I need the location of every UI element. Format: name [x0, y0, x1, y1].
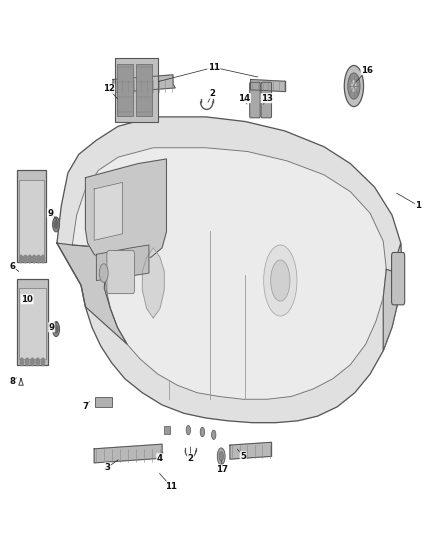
Polygon shape: [94, 182, 123, 240]
Polygon shape: [94, 444, 162, 463]
Polygon shape: [57, 117, 402, 423]
Polygon shape: [113, 75, 175, 93]
Text: 12: 12: [102, 84, 115, 93]
Polygon shape: [85, 159, 166, 262]
Circle shape: [28, 255, 32, 263]
FancyBboxPatch shape: [19, 288, 46, 359]
Circle shape: [37, 255, 40, 263]
Circle shape: [271, 260, 290, 301]
FancyBboxPatch shape: [17, 170, 46, 262]
Circle shape: [25, 358, 29, 366]
Circle shape: [99, 264, 108, 282]
Circle shape: [212, 430, 216, 440]
FancyBboxPatch shape: [392, 253, 405, 305]
FancyBboxPatch shape: [164, 426, 170, 434]
Text: 1: 1: [415, 201, 421, 210]
Polygon shape: [230, 442, 272, 459]
Text: 11: 11: [165, 482, 177, 491]
Circle shape: [348, 73, 360, 99]
Circle shape: [36, 358, 39, 366]
Polygon shape: [251, 79, 286, 92]
FancyBboxPatch shape: [19, 180, 44, 256]
Circle shape: [19, 255, 23, 263]
Circle shape: [54, 221, 58, 228]
Text: 8: 8: [9, 377, 15, 386]
Circle shape: [351, 79, 357, 93]
Circle shape: [41, 255, 45, 263]
Text: 6: 6: [9, 262, 15, 271]
Text: 9: 9: [47, 209, 53, 217]
Circle shape: [53, 217, 60, 232]
Circle shape: [54, 326, 58, 333]
Polygon shape: [72, 148, 386, 399]
Circle shape: [217, 448, 225, 465]
Text: 2: 2: [187, 454, 194, 463]
Polygon shape: [383, 243, 402, 351]
FancyBboxPatch shape: [107, 251, 134, 294]
Circle shape: [20, 358, 24, 366]
Polygon shape: [142, 248, 164, 318]
Text: 3: 3: [104, 463, 110, 472]
Text: 4: 4: [157, 454, 163, 463]
Circle shape: [24, 255, 27, 263]
Text: 7: 7: [82, 402, 88, 411]
FancyBboxPatch shape: [136, 63, 152, 116]
FancyBboxPatch shape: [250, 82, 260, 118]
FancyBboxPatch shape: [115, 58, 158, 122]
Circle shape: [31, 358, 34, 366]
FancyBboxPatch shape: [261, 82, 272, 118]
Text: 11: 11: [208, 63, 220, 72]
Polygon shape: [57, 243, 127, 344]
Text: 16: 16: [361, 66, 373, 75]
Circle shape: [32, 255, 36, 263]
FancyBboxPatch shape: [17, 279, 48, 365]
Circle shape: [200, 427, 205, 437]
Circle shape: [41, 358, 45, 366]
Text: 13: 13: [261, 94, 273, 103]
Text: 14: 14: [238, 94, 251, 103]
Circle shape: [53, 322, 60, 337]
Text: 5: 5: [240, 452, 246, 461]
FancyBboxPatch shape: [95, 398, 112, 407]
Circle shape: [186, 425, 191, 435]
Circle shape: [264, 245, 297, 316]
Polygon shape: [96, 245, 149, 280]
Text: 9: 9: [49, 323, 55, 332]
Circle shape: [219, 451, 223, 461]
Text: 2: 2: [209, 89, 215, 98]
Text: 10: 10: [21, 295, 33, 304]
Text: 17: 17: [216, 465, 229, 474]
Circle shape: [344, 66, 364, 107]
FancyBboxPatch shape: [117, 63, 133, 116]
